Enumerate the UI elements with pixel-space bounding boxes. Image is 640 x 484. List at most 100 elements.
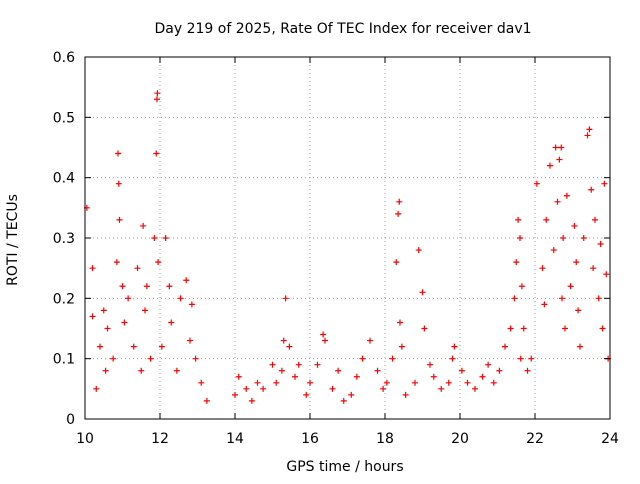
data-point [292, 373, 298, 380]
data-point [348, 391, 355, 398]
data-points [83, 90, 612, 404]
data-point [260, 385, 267, 392]
x-tick-label: 18 [376, 431, 394, 447]
data-point [322, 337, 328, 344]
data-point [97, 343, 103, 350]
data-point [93, 385, 100, 392]
data-point [320, 331, 327, 338]
data-point [104, 325, 111, 332]
data-point [329, 385, 336, 392]
data-point [601, 180, 608, 187]
data-point [518, 283, 525, 290]
data-point [100, 307, 107, 314]
data-point [307, 379, 313, 386]
data-point [567, 283, 574, 290]
data-point [243, 385, 250, 392]
data-point [575, 307, 582, 314]
data-point [496, 367, 503, 374]
data-point [380, 385, 387, 392]
data-point [571, 222, 578, 229]
x-tick-label: 16 [301, 431, 319, 447]
data-point [314, 361, 321, 368]
data-point [303, 391, 310, 398]
data-point [154, 90, 161, 97]
data-point [554, 198, 561, 205]
data-point [203, 397, 210, 404]
data-point [595, 295, 602, 302]
data-point [335, 367, 342, 374]
grid-lines [85, 57, 610, 419]
chart-title: Day 219 of 2025, Rate Of TEC Index for r… [154, 21, 531, 37]
x-tick-label: 10 [76, 431, 94, 447]
data-point [412, 379, 418, 386]
data-point [597, 241, 604, 248]
data-point [430, 373, 437, 380]
data-point [198, 379, 205, 386]
data-point [427, 361, 433, 368]
data-point [464, 379, 471, 386]
x-axis-ticks: 10 12 14 16 18 20 22 24 [76, 57, 619, 447]
data-point [560, 235, 567, 241]
data-point [154, 96, 160, 103]
data-point [520, 325, 527, 332]
data-point [584, 132, 591, 139]
data-point [115, 180, 122, 187]
data-point [158, 343, 165, 350]
data-point [507, 325, 514, 332]
data-point [173, 367, 180, 374]
data-point [419, 289, 426, 296]
data-point [235, 373, 242, 380]
data-point [393, 259, 400, 266]
data-point [116, 216, 123, 223]
y-tick-label: 0 [66, 412, 75, 428]
data-point [353, 373, 360, 380]
data-point [449, 355, 456, 362]
data-point [188, 301, 195, 308]
data-point [119, 283, 126, 290]
data-point [367, 337, 373, 344]
y-tick-label: 0.2 [53, 291, 75, 307]
data-point [151, 235, 158, 241]
data-point [155, 259, 162, 266]
data-point [89, 265, 96, 272]
y-tick-label: 0.1 [53, 352, 75, 368]
data-point [168, 319, 175, 326]
data-point [254, 379, 261, 386]
data-point [533, 180, 540, 187]
data-point [541, 301, 548, 308]
data-point [374, 367, 381, 374]
y-tick-label: 0.6 [53, 50, 75, 66]
data-point [563, 192, 570, 199]
data-point [232, 391, 238, 398]
data-point [140, 222, 147, 229]
data-point [547, 162, 553, 169]
data-point [395, 210, 402, 217]
data-point [278, 367, 285, 374]
data-point [125, 295, 132, 302]
data-point [269, 361, 276, 368]
data-point [273, 379, 280, 386]
data-point [162, 235, 169, 241]
data-point [539, 265, 546, 272]
data-point [248, 397, 255, 404]
data-point [438, 385, 445, 392]
data-point [472, 385, 478, 392]
data-point [295, 361, 302, 368]
data-point [590, 265, 597, 272]
data-point [580, 235, 587, 241]
data-point [177, 295, 184, 302]
data-point [515, 216, 522, 223]
data-point [166, 283, 173, 290]
data-point [397, 319, 403, 326]
y-tick-label: 0.3 [53, 231, 75, 247]
y-tick-label: 0.5 [53, 110, 75, 126]
data-point [513, 259, 520, 266]
data-point [445, 379, 452, 386]
data-point [402, 391, 409, 398]
data-point [552, 144, 559, 151]
data-point [143, 283, 150, 290]
data-point [603, 271, 610, 278]
data-point [115, 150, 121, 157]
data-point [134, 265, 141, 272]
